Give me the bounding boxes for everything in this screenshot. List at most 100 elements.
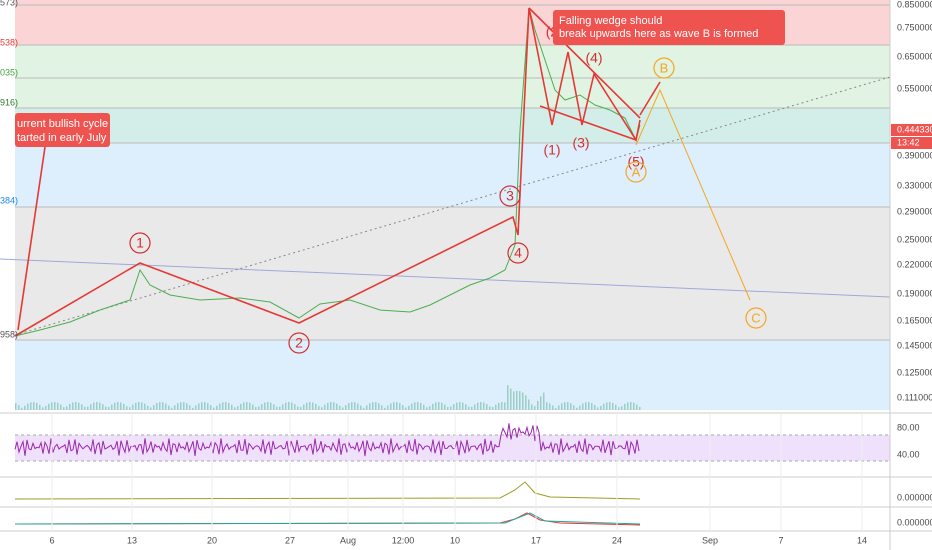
volume-bar xyxy=(441,402,443,410)
volume-bar xyxy=(36,403,38,410)
volume-bar xyxy=(48,403,50,410)
volume-bar xyxy=(498,402,500,410)
volume-bar xyxy=(387,405,389,410)
price-label: 0.111000 xyxy=(897,392,932,402)
volume-bar xyxy=(501,402,503,410)
volume-bar xyxy=(435,402,437,410)
wave-label: 3 xyxy=(506,188,514,204)
wave-circle xyxy=(745,307,767,329)
volume-bar xyxy=(552,405,554,410)
volume-bar xyxy=(246,402,248,410)
volume-bar xyxy=(69,403,71,410)
volume-bar xyxy=(426,407,428,410)
volume-bar xyxy=(195,405,197,410)
price-label: 13:42 xyxy=(897,137,920,147)
volume-bar xyxy=(285,402,287,410)
volume-bar xyxy=(213,407,215,410)
volume-bar xyxy=(615,404,617,410)
note-line: Falling wedge should xyxy=(559,15,662,27)
volume-bar xyxy=(81,404,83,410)
volume-bar xyxy=(603,403,605,410)
volume-bar xyxy=(141,402,143,410)
volume-bar xyxy=(396,402,398,410)
volume-bar xyxy=(102,404,104,410)
price-label: 0.550000 xyxy=(897,83,932,93)
volume-bar xyxy=(63,407,65,410)
wave-circle xyxy=(653,57,675,79)
volume-bar xyxy=(489,406,491,410)
volume-bar xyxy=(513,391,515,410)
volume-bar xyxy=(447,406,449,410)
volume-bar xyxy=(357,403,359,410)
corrective-label: A xyxy=(632,164,641,179)
wave-label: (3) xyxy=(572,135,589,151)
volume-bar xyxy=(168,405,170,410)
volume-bar xyxy=(321,407,323,410)
volume-bar xyxy=(33,402,35,410)
volume-bar xyxy=(189,405,191,410)
volume-bar xyxy=(279,406,281,410)
volume-bar xyxy=(84,406,86,410)
volume-bar xyxy=(339,405,341,410)
volume-bar xyxy=(90,404,92,410)
volume-bar xyxy=(276,406,278,410)
price-label: 0.220000 xyxy=(897,259,932,269)
volume-bar xyxy=(54,402,56,410)
volume-bar xyxy=(243,402,245,410)
volume-bar xyxy=(612,402,614,410)
volume-bar xyxy=(528,399,530,410)
volume-bar xyxy=(585,402,587,410)
volume-bar xyxy=(117,402,119,410)
time-label: 24 xyxy=(612,535,622,545)
projection xyxy=(635,88,751,301)
volume-bar xyxy=(576,407,578,410)
volume-bar xyxy=(174,405,176,410)
volume-bar xyxy=(309,402,311,410)
volume-bar xyxy=(432,403,434,410)
wave-circle xyxy=(625,161,647,183)
price-label: 0.125000 xyxy=(897,367,932,377)
volume-bar xyxy=(486,404,488,410)
volume-bar xyxy=(93,402,95,410)
volume-bar xyxy=(42,407,44,410)
volume-bar xyxy=(327,402,329,410)
volume-bar xyxy=(351,402,353,410)
wave-label: 2 xyxy=(295,335,303,351)
volume-bar xyxy=(27,403,29,410)
volume-bar xyxy=(273,404,275,410)
volume-bar xyxy=(348,403,350,410)
price xyxy=(14,7,641,337)
volume-bar xyxy=(570,403,572,410)
volume-bar xyxy=(231,404,233,410)
volume-bar xyxy=(183,402,185,410)
volume-bar xyxy=(300,406,302,410)
volume-bar xyxy=(345,405,347,410)
volume-bar xyxy=(597,407,599,410)
volume-bar xyxy=(156,403,158,410)
price-tag xyxy=(891,124,932,136)
volume-bar xyxy=(621,406,623,410)
volume-bar xyxy=(606,402,608,410)
volume-bar xyxy=(459,402,461,410)
indicator-panes xyxy=(0,476,932,532)
volume-bar xyxy=(219,403,221,410)
volume-bar xyxy=(594,404,596,410)
volume-bar xyxy=(492,407,494,410)
volume-bar xyxy=(522,392,524,410)
volume-bar xyxy=(312,402,314,410)
price-label: 0.750000 xyxy=(897,22,932,32)
volume-bar xyxy=(78,402,80,410)
price-label: 0.250000 xyxy=(897,234,932,244)
volume-bar xyxy=(408,405,410,410)
indicator-label: 0.000000 xyxy=(897,492,932,502)
rsi-label: 80.00 xyxy=(897,422,920,432)
volume-bar xyxy=(564,402,566,410)
fib-label: 035) xyxy=(0,67,18,77)
time-label: Aug xyxy=(340,535,356,545)
volume-bar xyxy=(114,402,116,410)
volume-bar xyxy=(108,406,110,410)
volume-bar xyxy=(450,406,452,410)
volume-bar xyxy=(480,402,482,410)
volume-bar xyxy=(462,402,464,410)
